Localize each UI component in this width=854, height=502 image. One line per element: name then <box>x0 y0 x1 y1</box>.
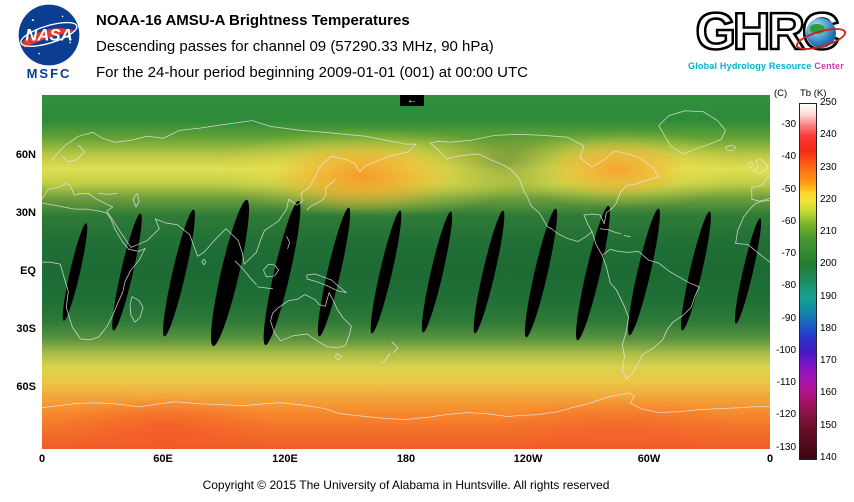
nasa-logo-text: NASA <box>25 26 72 45</box>
colorbar-kelvin-tick-label: 200 <box>820 258 837 269</box>
longitude-tick-label: 120W <box>513 453 543 465</box>
latitude-tick-label: EQ <box>20 265 36 277</box>
ghrc-letter-c: C <box>793 2 848 62</box>
msfc-label: MSFC <box>26 66 72 81</box>
longitude-tick-label: 0 <box>766 453 774 465</box>
latitude-tick-label: 30S <box>16 323 36 335</box>
copyright-line: Copyright © 2015 The University of Alaba… <box>202 478 610 492</box>
colorbar-kelvin-tick-label: 180 <box>820 323 837 334</box>
orbit-direction-arrow-icon: ← <box>400 95 424 106</box>
colorbar-kelvin-tick-label: 160 <box>820 387 837 398</box>
longitude-tick-label: 120E <box>272 453 298 465</box>
longitude-tick-label: 60W <box>637 453 661 465</box>
ghrc-logo-letters: GHR C <box>680 2 852 63</box>
colorbar <box>799 103 817 460</box>
colorbar-kelvin-tick-label: 170 <box>820 355 837 366</box>
coastlines-overlay <box>42 110 770 420</box>
ghrc-tagline-main: Global Hydrology Resource <box>688 61 815 71</box>
longitude-tick-label: 60E <box>153 453 173 465</box>
nasa-logo-icon: NASA <box>18 4 80 66</box>
colorbar-kelvin-tick-label: 210 <box>820 226 837 237</box>
brightness-temperature-map: ← <box>42 95 770 449</box>
ghrc-letters-ghr: GHR <box>694 2 806 63</box>
ghrc-tagline-end: Center <box>814 61 844 71</box>
subtitle-channel: Descending passes for channel 09 (57290.… <box>96 38 494 55</box>
colorbar-kelvin-header: Tb (K) <box>800 88 827 99</box>
colorbar-kelvin-tick-label: 140 <box>820 452 837 463</box>
header-titles: NOAA-16 AMSU-A Brightness Temperatures D… <box>96 8 528 86</box>
colorbar-celsius-header: (C) <box>774 88 788 99</box>
latitude-tick-label: 60S <box>16 381 36 393</box>
colorbar-kelvin-tick-label: 240 <box>820 129 837 140</box>
colorbar-kelvin-tick-label: 220 <box>820 194 837 205</box>
colorbar-kelvin-tick-label: 230 <box>820 162 837 173</box>
nasa-msfc-block: NASA MSFC <box>10 4 88 81</box>
page-title: NOAA-16 AMSU-A Brightness Temperatures <box>96 12 410 29</box>
colorbar-kelvin-tick-label: 190 <box>820 291 837 302</box>
colorbar-kelvin-tick-label: 150 <box>820 420 837 431</box>
ghrc-logo: GHR C Global Hydrology Resource Center <box>680 2 852 71</box>
globe-icon <box>805 18 836 49</box>
longitude-tick-label: 180 <box>396 453 416 465</box>
latitude-tick-label: 30N <box>15 207 36 219</box>
subtitle-period: For the 24-hour period beginning 2009-01… <box>96 64 528 81</box>
ghrc-tagline: Global Hydrology Resource Center <box>680 61 852 71</box>
longitude-tick-label: 0 <box>38 453 46 465</box>
latitude-tick-label: 60N <box>15 149 36 161</box>
